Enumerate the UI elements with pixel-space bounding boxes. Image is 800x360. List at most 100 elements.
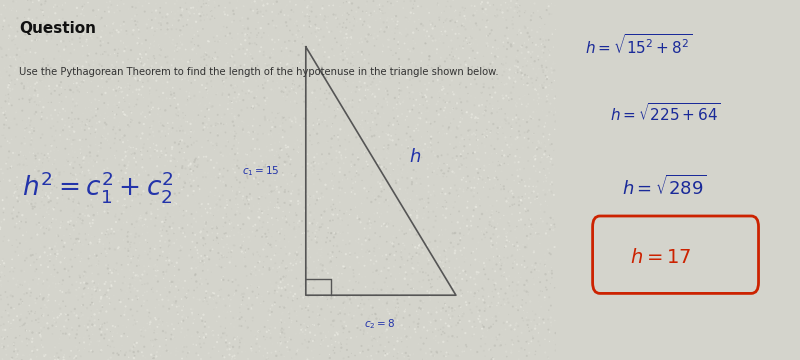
Point: [340, 25, 353, 31]
Point: [414, 176, 426, 181]
Point: [413, 151, 426, 157]
Point: [29, 81, 42, 87]
Point: [302, 15, 315, 21]
Point: [66, 199, 79, 205]
Point: [470, 110, 482, 116]
Point: [187, 320, 200, 326]
Point: [154, 245, 167, 251]
Point: [383, 120, 396, 126]
Point: [43, 258, 56, 264]
Point: [137, 324, 150, 330]
Point: [475, 89, 488, 95]
Point: [322, 251, 334, 257]
Point: [65, 26, 78, 32]
Point: [148, 177, 161, 183]
Point: [74, 39, 86, 45]
Point: [314, 225, 326, 230]
Point: [250, 228, 263, 233]
Point: [498, 186, 510, 192]
Point: [134, 327, 147, 333]
Point: [138, 298, 150, 304]
Point: [176, 314, 189, 320]
Point: [511, 1, 524, 6]
Point: [66, 224, 79, 230]
Point: [86, 62, 99, 67]
Point: [23, 328, 36, 334]
Point: [118, 133, 131, 139]
Point: [414, 181, 427, 187]
Point: [180, 66, 193, 71]
Point: [457, 268, 470, 274]
Point: [247, 203, 260, 209]
Point: [482, 19, 494, 24]
Point: [0, 195, 13, 201]
Point: [439, 30, 452, 36]
Point: [538, 140, 550, 146]
Point: [46, 246, 58, 252]
Point: [213, 314, 226, 319]
Point: [502, 121, 515, 126]
Point: [273, 85, 286, 91]
Point: [142, 325, 154, 331]
Point: [513, 179, 526, 185]
Point: [535, 15, 548, 21]
Point: [235, 42, 248, 48]
Point: [231, 158, 244, 163]
Point: [454, 165, 466, 171]
Point: [137, 292, 150, 298]
Point: [98, 68, 111, 73]
Point: [517, 318, 530, 324]
Point: [176, 68, 189, 73]
Point: [145, 201, 158, 207]
Point: [400, 137, 413, 143]
Point: [483, 222, 496, 228]
Point: [28, 204, 41, 210]
Point: [166, 146, 178, 152]
Point: [320, 104, 333, 110]
Point: [411, 215, 424, 220]
Point: [201, 41, 214, 46]
Point: [130, 319, 143, 324]
Point: [176, 6, 189, 12]
Point: [540, 154, 553, 159]
Point: [162, 323, 174, 329]
Point: [519, 19, 532, 24]
Point: [506, 21, 519, 27]
Point: [425, 141, 438, 147]
Point: [416, 327, 429, 332]
Point: [130, 159, 142, 165]
Point: [117, 107, 130, 113]
Point: [51, 315, 64, 320]
Point: [434, 355, 446, 360]
Point: [130, 181, 142, 187]
Point: [254, 343, 266, 349]
Point: [177, 318, 190, 323]
Point: [410, 176, 423, 181]
Point: [20, 121, 33, 127]
Point: [374, 123, 387, 129]
Point: [71, 155, 84, 161]
Point: [546, 70, 558, 76]
Point: [358, 197, 371, 203]
Point: [492, 119, 505, 125]
Point: [276, 277, 289, 283]
Point: [13, 152, 26, 158]
Point: [272, 283, 285, 289]
Point: [358, 95, 371, 101]
Point: [153, 129, 166, 134]
Point: [178, 130, 191, 136]
Point: [356, 39, 369, 45]
Point: [387, 343, 400, 348]
Point: [408, 19, 421, 24]
Point: [135, 60, 148, 66]
Point: [325, 294, 338, 300]
Point: [116, 176, 129, 181]
Point: [147, 118, 160, 124]
Point: [413, 336, 426, 342]
Point: [358, 301, 370, 307]
Point: [254, 329, 266, 334]
Point: [352, 49, 365, 55]
Point: [86, 322, 98, 328]
Point: [393, 46, 406, 51]
Point: [42, 292, 55, 298]
